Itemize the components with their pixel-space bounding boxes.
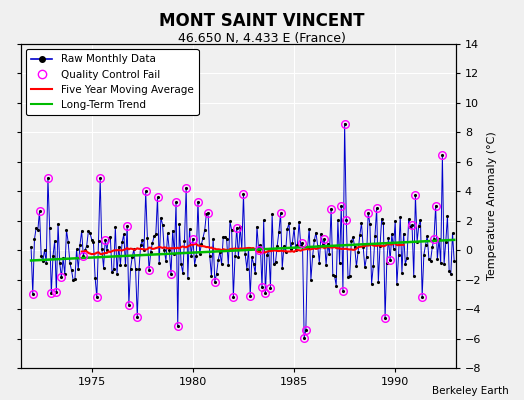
Text: Berkeley Earth: Berkeley Earth — [432, 386, 508, 396]
Y-axis label: Temperature Anomaly (°C): Temperature Anomaly (°C) — [487, 132, 497, 280]
Text: 46.650 N, 4.433 E (France): 46.650 N, 4.433 E (France) — [178, 32, 346, 45]
Legend: Raw Monthly Data, Quality Control Fail, Five Year Moving Average, Long-Term Tren: Raw Monthly Data, Quality Control Fail, … — [26, 49, 199, 115]
Text: MONT SAINT VINCENT: MONT SAINT VINCENT — [159, 12, 365, 30]
